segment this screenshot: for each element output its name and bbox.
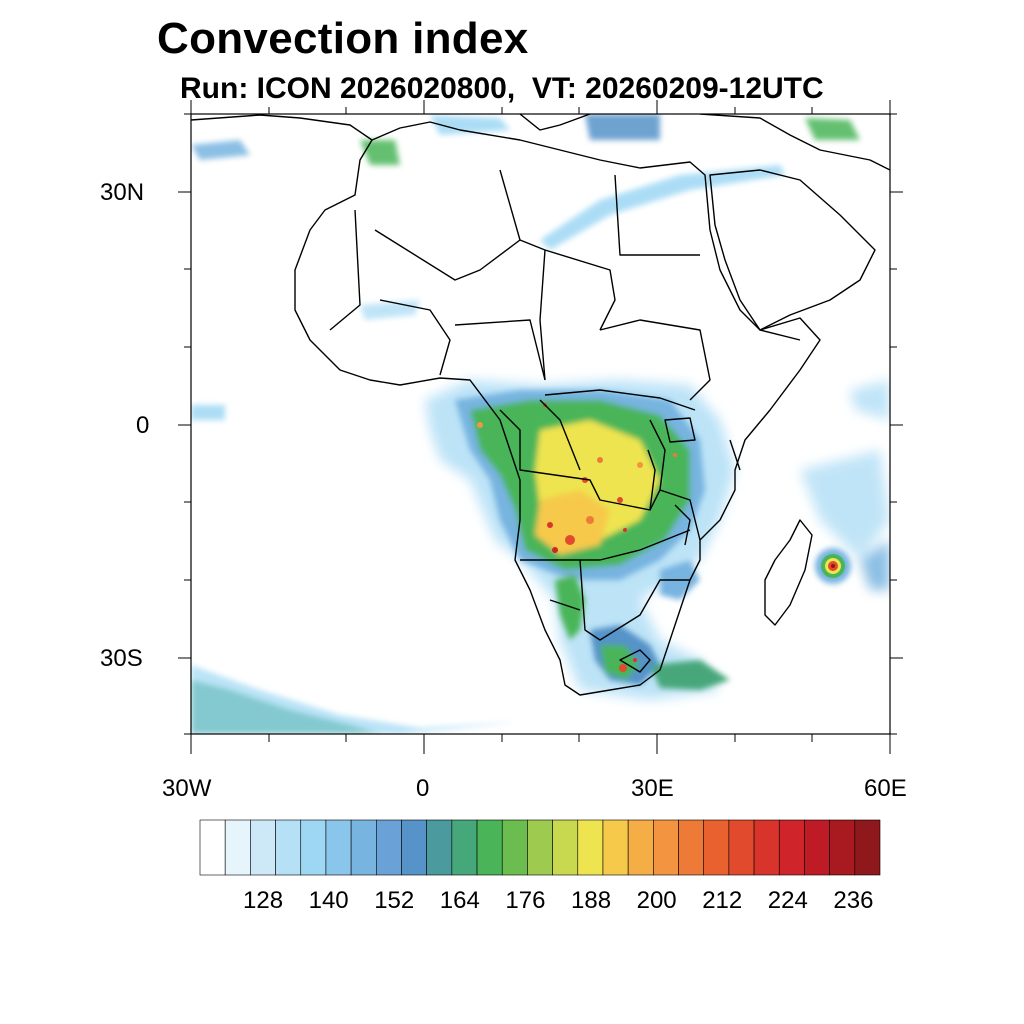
colorbar-box: [250, 819, 276, 876]
lat-label-30n: 30N: [100, 179, 145, 206]
colorbar-box: [451, 819, 478, 876]
colorbar-box: [224, 819, 251, 876]
colorbar-label: 188: [571, 887, 612, 914]
colorbar-label: 236: [833, 887, 874, 914]
colorbar-box: [678, 819, 705, 876]
convection-field: [191, 114, 890, 734]
colorbar-label: 212: [702, 887, 743, 914]
map-panel: [178, 100, 903, 754]
colorbar-box: [325, 819, 352, 876]
colorbar-box: [829, 819, 856, 876]
colorbar-box: [728, 819, 755, 876]
map-frame: [190, 113, 891, 735]
colorbar-box: [804, 819, 830, 876]
chart-subtitle: Run: ICON 2026020800, VT: 20260209-12UTC: [180, 72, 824, 105]
colorbar-box: [778, 819, 805, 876]
colorbar-label: 224: [767, 887, 808, 914]
lon-label-0: 0: [416, 775, 430, 802]
lat-label-30s: 30S: [100, 645, 143, 672]
axis-ticks: [178, 100, 903, 754]
colorbar-label: 176: [505, 887, 546, 914]
colorbar-label: 164: [439, 887, 480, 914]
colorbar-box: [300, 819, 327, 876]
colorbar-box: [501, 819, 528, 876]
lat-label-eq: 0: [136, 412, 150, 439]
colorbar-box: [753, 819, 780, 876]
colorbar-box: [375, 819, 402, 876]
colorbar-box: [350, 819, 377, 876]
lon-label-60e: 60E: [864, 775, 907, 802]
colorbar-box: [602, 819, 629, 876]
colorbar-box: [476, 819, 503, 876]
colorbar-box: [854, 819, 881, 876]
colorbar-box: [527, 819, 553, 876]
colorbar-box: [627, 819, 654, 876]
colorbar-box: [653, 819, 679, 876]
colorbar-label: 200: [636, 887, 677, 914]
colorbar-box: [426, 819, 453, 876]
colorbar-box: [275, 819, 302, 876]
colorbar-box: [552, 819, 579, 876]
lon-label-30e: 30E: [631, 775, 674, 802]
coastlines: [191, 114, 890, 696]
colorbar-label: 140: [308, 887, 349, 914]
chart-title: Convection index: [157, 14, 529, 63]
colorbar-box: [577, 819, 604, 876]
colorbar-box: [401, 819, 427, 876]
colorbar-label: 128: [243, 887, 284, 914]
colorbar-label: 152: [374, 887, 415, 914]
lon-label-30w: 30W: [162, 775, 212, 802]
colorbar-box: [199, 819, 226, 876]
colorbar-box: [703, 819, 730, 876]
